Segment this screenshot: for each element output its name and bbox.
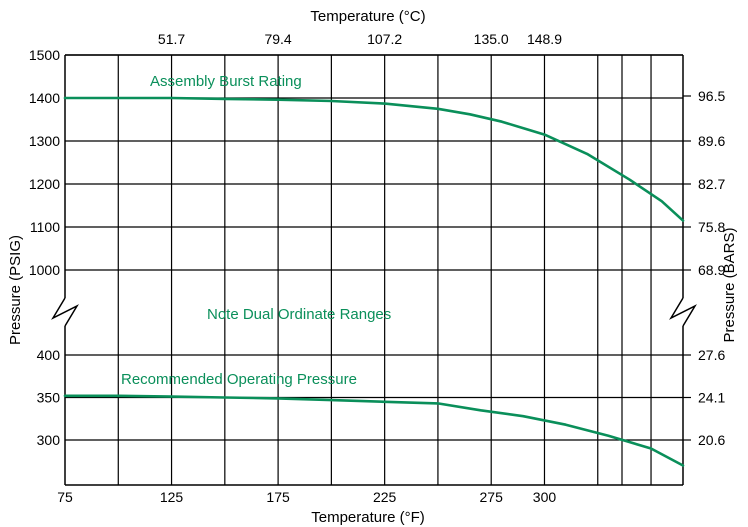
y-left-tick-label: 1500	[29, 47, 60, 63]
x-bottom-tick-label: 225	[373, 489, 397, 505]
y-right-tick-label: 20.6	[698, 432, 725, 448]
x-top-tick-label: 79.4	[264, 31, 291, 47]
annotation-label: Note Dual Ordinate Ranges	[207, 306, 391, 323]
y-axis-left-title: Pressure (PSIG)	[7, 235, 24, 345]
axis-break-marks	[51, 297, 697, 327]
y-left-tick-label: 1000	[29, 262, 60, 278]
y-right-tick-label: 24.1	[698, 390, 725, 406]
x-top-tick-label: 135.0	[474, 31, 509, 47]
series-line-assembly-burst-rating	[63, 96, 685, 222]
x-top-tick-label: 107.2	[367, 31, 402, 47]
annotation-label: Recommended Operating Pressure	[121, 371, 357, 388]
right-axis-break-mark	[669, 297, 697, 327]
series-line-recommended-operating-pressure	[63, 394, 685, 467]
annotation-label: Assembly Burst Rating	[150, 73, 302, 90]
y-left-tick-label: 350	[37, 390, 61, 406]
x-bottom-tick-label: 275	[480, 489, 504, 505]
y-right-tick-label: 96.5	[698, 88, 725, 104]
x-bottom-tick-label: 75	[57, 489, 73, 505]
y-left-tick-label: 1300	[29, 133, 60, 149]
y-left-tick-label: 1100	[30, 219, 60, 235]
y-right-tick-label: 75.8	[698, 219, 725, 235]
x-top-tick-label: 51.7	[158, 31, 185, 47]
x-bottom-tick-label: 300	[533, 489, 557, 505]
left-axis-break-mark	[51, 297, 79, 327]
y-right-tick-label: 27.6	[698, 347, 725, 363]
y-right-tick-label: 89.6	[698, 133, 725, 149]
y-left-tick-label: 300	[37, 432, 61, 448]
series-group	[63, 96, 685, 467]
grid	[65, 54, 683, 485]
x-bottom-tick-label: 175	[266, 489, 290, 505]
x-axis-bottom-title: Temperature (°F)	[311, 509, 425, 526]
annotations: Assembly Burst Rating Note Dual Ordinate …	[121, 73, 391, 388]
tick-labels: 75 125 175 225 275 300 51.7 79.4 107.2 135.0 148.9…	[29, 31, 726, 505]
y-axis-right-title: Pressure (BARS)	[721, 227, 738, 342]
y-left-tick-label: 400	[37, 347, 61, 363]
y-left-tick-label: 1200	[29, 176, 60, 192]
x-bottom-tick-label: 125	[160, 489, 184, 505]
plot-frame	[64, 54, 684, 486]
x-top-tick-label: 148.9	[527, 31, 562, 47]
y-right-tick-label: 82.7	[698, 176, 725, 192]
y-left-tick-label: 1400	[29, 90, 60, 106]
x-axis-top-title: Temperature (°C)	[310, 8, 425, 25]
y-right-tick-label: 68.9	[698, 262, 725, 278]
